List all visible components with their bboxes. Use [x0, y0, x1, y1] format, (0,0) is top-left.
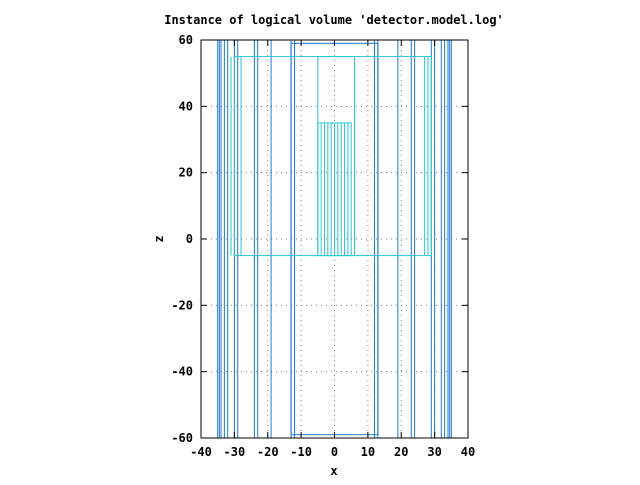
x-tick-label-7: 30: [427, 445, 441, 459]
x-tick-label-3: -10: [290, 445, 312, 459]
y-tick-label-4: 20: [179, 166, 193, 180]
y-tick-label-6: 60: [179, 33, 193, 47]
volume-box-1-0: [233, 56, 432, 257]
y-tick-label-3: 0: [186, 232, 193, 246]
x-tick-label-2: -20: [257, 445, 279, 459]
x-tick-label-4: 0: [331, 445, 338, 459]
x-tick-label-8: 40: [461, 445, 475, 459]
x-tick-label-6: 20: [394, 445, 408, 459]
y-tick-label-5: 40: [179, 99, 193, 113]
detector-shapes: [217, 40, 452, 438]
x-tick-label-0: -40: [190, 445, 212, 459]
y-tick-label-1: -40: [171, 365, 193, 379]
y-tick-label-2: -20: [171, 298, 193, 312]
x-tick-label-5: 10: [361, 445, 375, 459]
volume-box-1-2: [317, 56, 356, 257]
x-axis-label: x: [330, 464, 337, 478]
y-axis-label: z: [152, 235, 166, 242]
x-tick-label-1: -30: [224, 445, 246, 459]
chart-title: Instance of logical volume 'detector.mod…: [164, 13, 504, 27]
y-tick-label-0: -60: [171, 431, 193, 445]
